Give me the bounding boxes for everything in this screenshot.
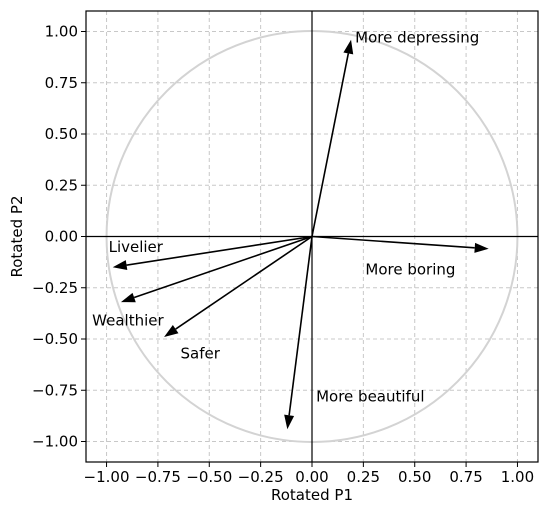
y-tick-label: 0.50: [45, 125, 78, 143]
y-tick-label: −1.00: [32, 433, 78, 451]
x-axis-label: Rotated P1: [271, 486, 353, 504]
vector-arrow: More boring: [311, 235, 489, 278]
y-axis-label: Rotated P2: [8, 196, 26, 278]
vector-shaft: [311, 53, 350, 237]
y-tick-label: −0.25: [32, 279, 78, 297]
x-tick-label: 0.25: [347, 468, 380, 486]
y-tick-label: −0.50: [32, 330, 78, 348]
x-tick-label: 0.75: [449, 468, 482, 486]
vector-arrow: Livelier: [109, 235, 313, 271]
vector-head: [112, 260, 128, 271]
x-tick-label: 1.00: [501, 468, 534, 486]
y-tick-label: 1.00: [45, 23, 78, 41]
vector-shaft: [175, 235, 313, 330]
x-tick-label: −0.50: [186, 468, 232, 486]
vector-head: [120, 292, 136, 303]
vector-arrow: Wealthier: [92, 235, 313, 330]
x-tick-label: −0.75: [135, 468, 181, 486]
vector-head: [474, 242, 489, 253]
vector-label: More boring: [365, 260, 455, 278]
ticks: −1.00 −0.75 −0.50 −0.25 0.00 0.25 0.50 0.75 1.00…: [32, 23, 534, 487]
vector-label: Livelier: [109, 238, 164, 256]
vector-head: [164, 324, 179, 337]
vector-shaft: [126, 235, 313, 266]
vector-label: Wealthier: [92, 312, 164, 330]
vector-label: More depressing: [355, 29, 479, 47]
x-tick-label: −0.25: [238, 468, 284, 486]
y-tick-label: 0.00: [45, 228, 78, 246]
vector-label: Safer: [181, 344, 221, 362]
vector-shaft: [288, 236, 313, 416]
vector-arrow: Safer: [164, 235, 313, 362]
vector-arrow: More depressing: [311, 29, 479, 237]
x-tick-label: 0.00: [295, 468, 328, 486]
vector-arrow: More beautiful: [284, 236, 425, 430]
vector-shaft: [133, 235, 313, 299]
y-tick-label: 0.25: [45, 176, 78, 194]
vector-shaft: [311, 235, 475, 249]
vector-label: More beautiful: [316, 387, 424, 405]
y-tick-label: −0.75: [32, 381, 78, 399]
x-tick-label: −1.00: [84, 468, 130, 486]
y-tick-label: 0.75: [45, 74, 78, 92]
vector-head: [343, 39, 354, 55]
vector-head: [284, 414, 295, 430]
vectors: More depressing More boring Livelier Wealth…: [92, 29, 489, 430]
x-tick-label: 0.50: [398, 468, 431, 486]
